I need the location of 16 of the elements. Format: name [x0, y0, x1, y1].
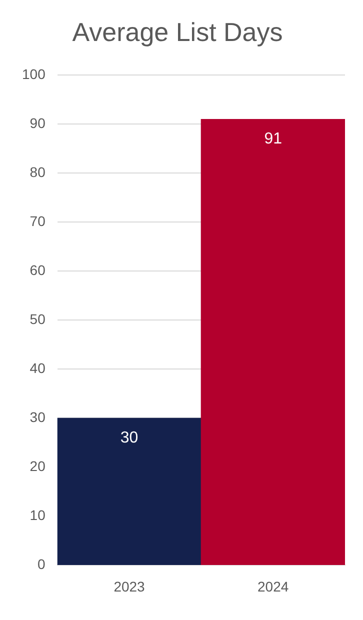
chart-title: Average List Days	[72, 16, 283, 47]
x-tick-label: 2024	[258, 578, 289, 594]
data-label: 91	[264, 130, 282, 148]
y-tick-label: 30	[30, 409, 46, 426]
data-label: 30	[120, 430, 138, 447]
y-tick-label: 100	[22, 66, 46, 82]
y-tick-label: 70	[30, 213, 46, 230]
y-tick-label: 20	[30, 458, 46, 474]
y-tick-label: 40	[30, 360, 46, 376]
y-tick-label: 60	[30, 262, 46, 278]
x-tick-label: 2023	[114, 578, 146, 594]
y-tick-label: 10	[30, 507, 46, 524]
y-tick-label: 0	[38, 556, 46, 572]
y-tick-label: 50	[30, 311, 46, 328]
y-tick-label: 80	[30, 164, 46, 180]
y-tick-label: 90	[30, 115, 46, 132]
